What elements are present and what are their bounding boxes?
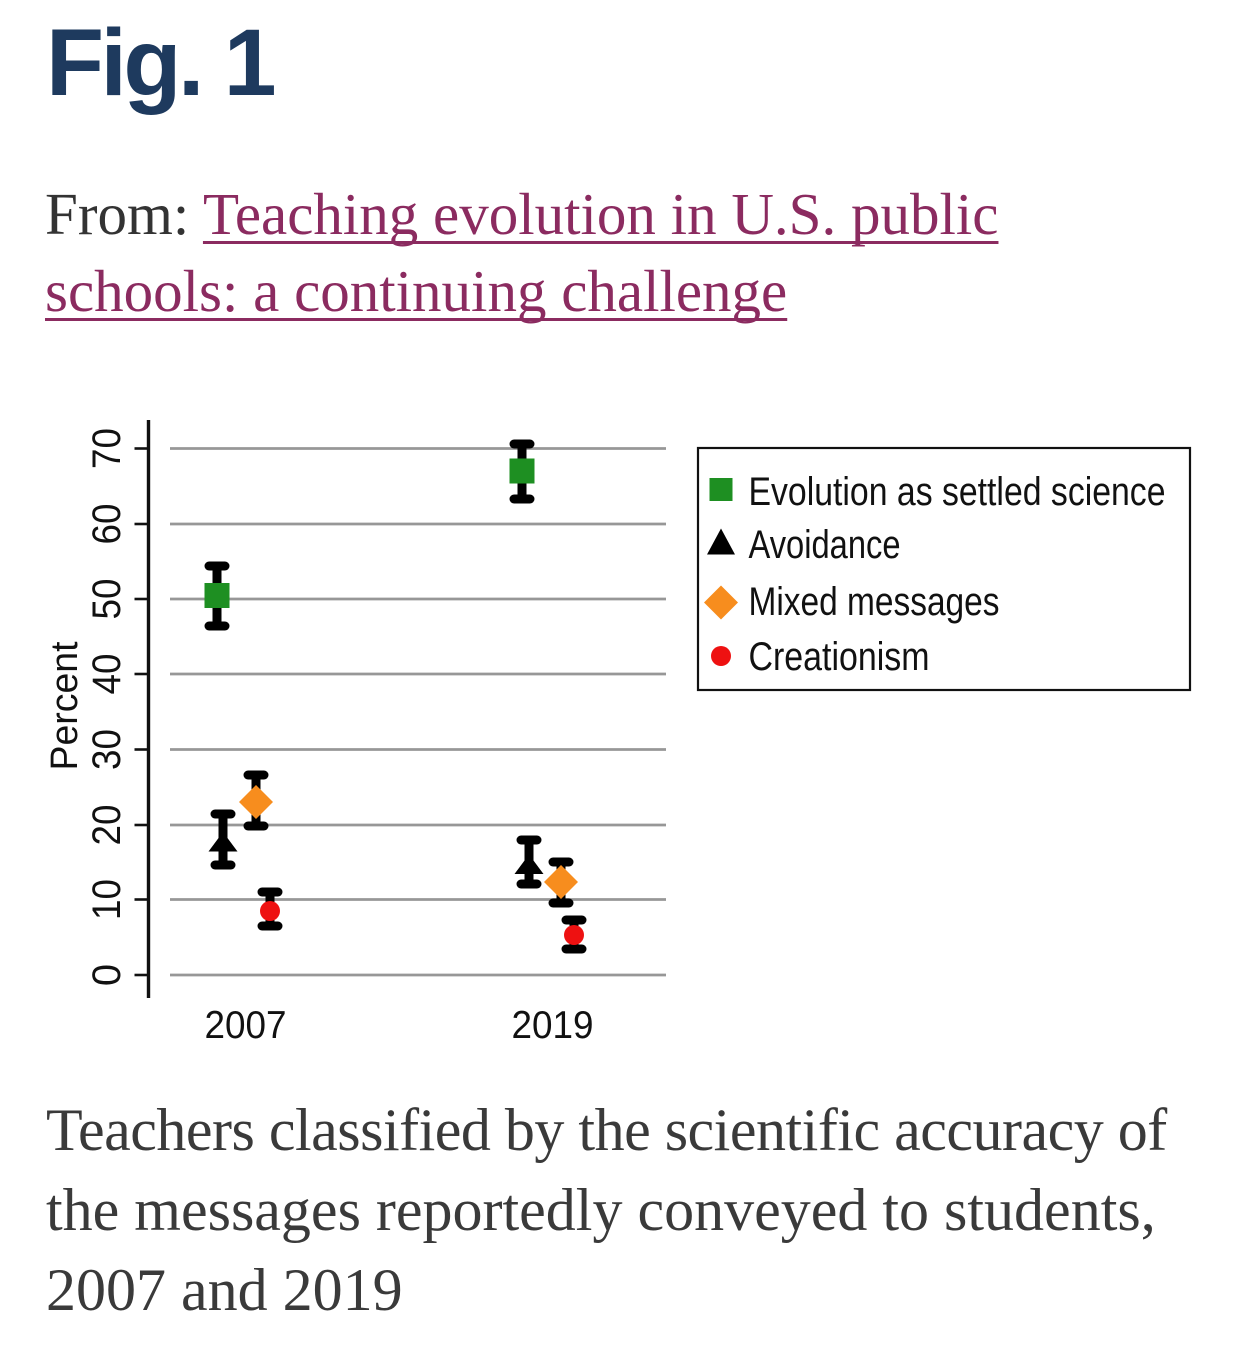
svg-text:60: 60 — [85, 504, 129, 545]
svg-text:10: 10 — [85, 879, 129, 920]
svg-text:Mixed messages: Mixed messages — [749, 580, 1000, 624]
svg-text:Evolution as settled science: Evolution as settled science — [749, 470, 1166, 514]
svg-text:Percent: Percent — [44, 641, 86, 770]
svg-text:2007: 2007 — [205, 1004, 287, 1047]
svg-text:0: 0 — [85, 964, 129, 986]
svg-text:20: 20 — [85, 805, 129, 846]
svg-text:Creationism: Creationism — [749, 635, 930, 679]
svg-text:30: 30 — [85, 729, 129, 770]
svg-text:50: 50 — [85, 579, 129, 620]
svg-text:70: 70 — [85, 428, 129, 469]
svg-text:40: 40 — [85, 654, 129, 695]
svg-text:Avoidance: Avoidance — [749, 523, 901, 567]
svg-text:2019: 2019 — [512, 1004, 594, 1047]
